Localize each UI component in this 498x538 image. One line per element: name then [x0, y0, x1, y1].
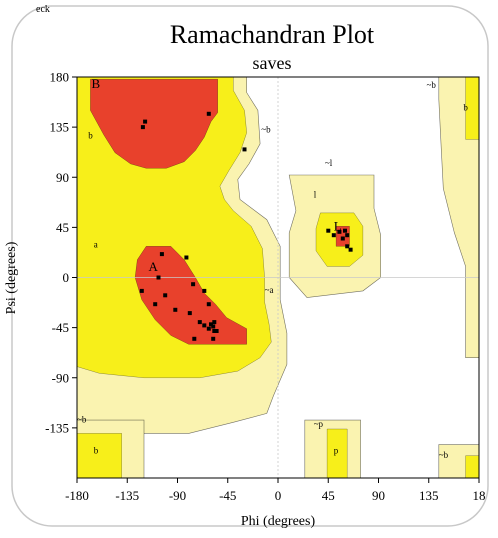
allowed-region-2 — [77, 433, 122, 478]
residue-point-19 — [211, 324, 216, 329]
x-tick-label-8: 135 — [419, 488, 439, 503]
residue-point-26 — [326, 228, 331, 233]
x-tick-label-3: -90 — [169, 488, 186, 503]
x-tick-label-9: 18 — [473, 488, 486, 503]
region-label-6: ~a — [265, 285, 274, 295]
core-region-1 — [90, 78, 218, 169]
region-label-12: ~b — [77, 414, 87, 424]
allowed-region-4 — [326, 428, 348, 478]
region-label-10: ~b — [427, 80, 437, 90]
y-axis-ticks: 180 135 90 45 0 -45 -90 -135 — [45, 70, 77, 435]
chart-title: Ramachandran Plot — [170, 20, 375, 49]
x-tick-label-6: 45 — [322, 488, 335, 503]
region-label-9: L — [334, 219, 342, 234]
region-label-14: ~p — [314, 419, 324, 429]
residue-point-25 — [192, 336, 197, 341]
residue-point-12 — [153, 302, 158, 307]
region-label-7: ~l — [325, 158, 333, 168]
residue-point-13 — [173, 307, 178, 312]
residue-point-8 — [139, 288, 144, 293]
corner-label: eck — [36, 4, 50, 15]
residue-point-24 — [211, 336, 216, 341]
region-label-8: l — [314, 189, 317, 199]
y-tick-label-2: 135 — [50, 120, 70, 135]
region-label-15: p — [334, 446, 339, 456]
x-tick-label-4: -45 — [219, 488, 236, 503]
region-label-3: ~b — [261, 125, 271, 135]
allowed-region-5 — [465, 77, 479, 140]
region-label-11: b — [463, 102, 468, 112]
residue-point-33 — [348, 247, 353, 252]
residue-point-22 — [212, 329, 217, 333]
residue-point-14 — [187, 311, 192, 316]
region-label-1: B — [92, 76, 101, 91]
x-tick-label-2: -135 — [115, 488, 139, 503]
crosshair-layer — [77, 77, 479, 478]
residue-point-31 — [340, 236, 345, 241]
region-label-13: b — [94, 446, 99, 456]
y-tick-label-4: 45 — [56, 220, 69, 235]
residue-point-27 — [331, 233, 336, 238]
residue-point-16 — [197, 320, 202, 325]
point-layer — [139, 111, 353, 341]
residue-point-9 — [163, 293, 168, 298]
residue-point-18 — [209, 322, 213, 327]
residue-point-15 — [206, 302, 211, 307]
region-layer — [77, 77, 479, 478]
chart-subtitle: saves — [253, 53, 292, 73]
region-label-layer: Bb ~b a A ~a ~l l L ~b b ~b b ~p p ~b — [77, 76, 468, 460]
region-label-16: ~b — [439, 450, 449, 460]
residue-point-3 — [206, 111, 211, 116]
residue-point-2 — [140, 125, 145, 130]
x-tick-label-1: -180 — [65, 488, 89, 503]
y-tick-label-6: -45 — [52, 320, 69, 335]
x-tick-label-7: 90 — [372, 488, 385, 503]
residue-point-10 — [191, 282, 196, 287]
x-tick-label-5: 0 — [275, 488, 282, 503]
residue-point-17 — [202, 323, 207, 328]
generous-region-5 — [438, 77, 479, 359]
y-tick-label-5: 0 — [63, 270, 70, 285]
residue-point-4 — [242, 147, 247, 152]
residue-point-28 — [337, 229, 342, 234]
residue-point-23 — [214, 329, 219, 333]
core-region-2 — [134, 246, 247, 345]
residue-point-32 — [345, 244, 350, 249]
region-label-2: b — [88, 130, 93, 140]
residue-point-5 — [159, 252, 164, 257]
plot-area: Bb ~b a A ~a ~l l L ~b b ~b b ~p p ~b — [76, 76, 480, 479]
residue-point-11 — [202, 288, 207, 293]
residue-point-1 — [143, 119, 148, 124]
region-label-4: a — [94, 239, 98, 249]
x-axis-label: Phi (degrees) — [241, 514, 316, 529]
allowed-region-6 — [465, 455, 479, 478]
y-tick-label-3: 90 — [56, 170, 69, 185]
y-tick-label-1: 180 — [50, 70, 70, 85]
residue-point-21 — [206, 326, 211, 331]
residue-point-7 — [156, 275, 161, 280]
x-axis-ticks: -180 -135 -90 -45 0 45 90 135 18 — [65, 478, 486, 503]
residue-point-6 — [184, 255, 189, 260]
residue-point-30 — [345, 233, 350, 238]
residue-point-20 — [212, 320, 217, 325]
residue-point-29 — [343, 228, 347, 233]
y-tick-label-8: -135 — [45, 420, 69, 435]
y-tick-label-7: -90 — [52, 370, 69, 385]
y-axis-label: Psi (degrees) — [4, 241, 19, 314]
region-label-5: A — [149, 259, 159, 274]
